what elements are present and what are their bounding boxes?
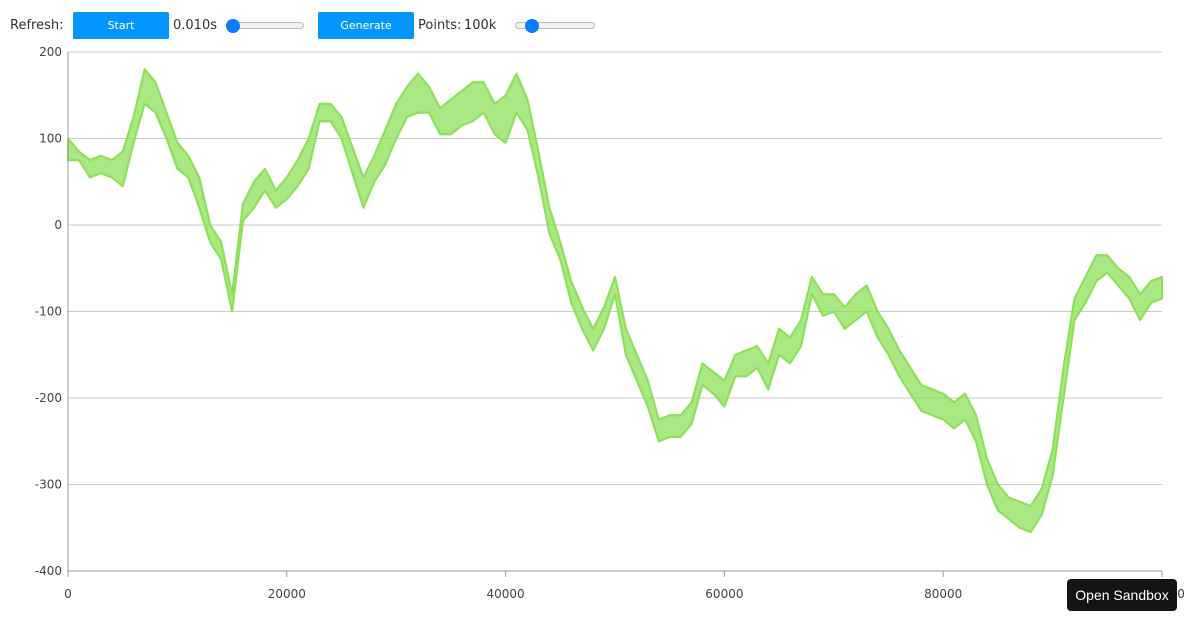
y-tick-label: -300 xyxy=(35,478,62,492)
refresh-slider[interactable] xyxy=(226,19,304,33)
generate-button[interactable]: Generate xyxy=(318,12,414,39)
points-value: 100k xyxy=(464,18,497,33)
y-tick-label: -200 xyxy=(35,391,62,405)
points-slider-thumb[interactable] xyxy=(524,19,539,33)
toolbar: Refresh: Start 0.010s Generate Points: 1… xyxy=(0,0,1200,52)
y-tick-label: -100 xyxy=(35,305,62,319)
y-tick-label: 100 xyxy=(39,132,62,146)
open-sandbox-button[interactable]: Open Sandbox xyxy=(1067,579,1177,611)
points-slider-track xyxy=(515,22,595,29)
y-tick-label: 0 xyxy=(54,218,62,232)
points-label: Points: xyxy=(418,18,462,33)
series-layer xyxy=(67,68,1163,534)
x-tick-label: 40000 xyxy=(487,587,525,601)
refresh-slider-thumb[interactable] xyxy=(226,19,240,33)
x-tick-label: 60000 xyxy=(705,587,743,601)
y-tick-label: 200 xyxy=(39,45,62,59)
x-tick-label: 20000 xyxy=(268,587,306,601)
x-tick-label: 80000 xyxy=(924,587,962,601)
series-low-line xyxy=(68,102,1163,534)
points-slider[interactable] xyxy=(515,19,595,33)
series-high-line xyxy=(67,68,1163,508)
y-tick-label: -400 xyxy=(35,564,62,578)
refresh-label: Refresh: xyxy=(10,18,64,33)
start-button[interactable]: Start xyxy=(73,12,169,39)
refresh-value: 0.010s xyxy=(173,18,217,33)
x-tick-label: 0 xyxy=(64,587,72,601)
